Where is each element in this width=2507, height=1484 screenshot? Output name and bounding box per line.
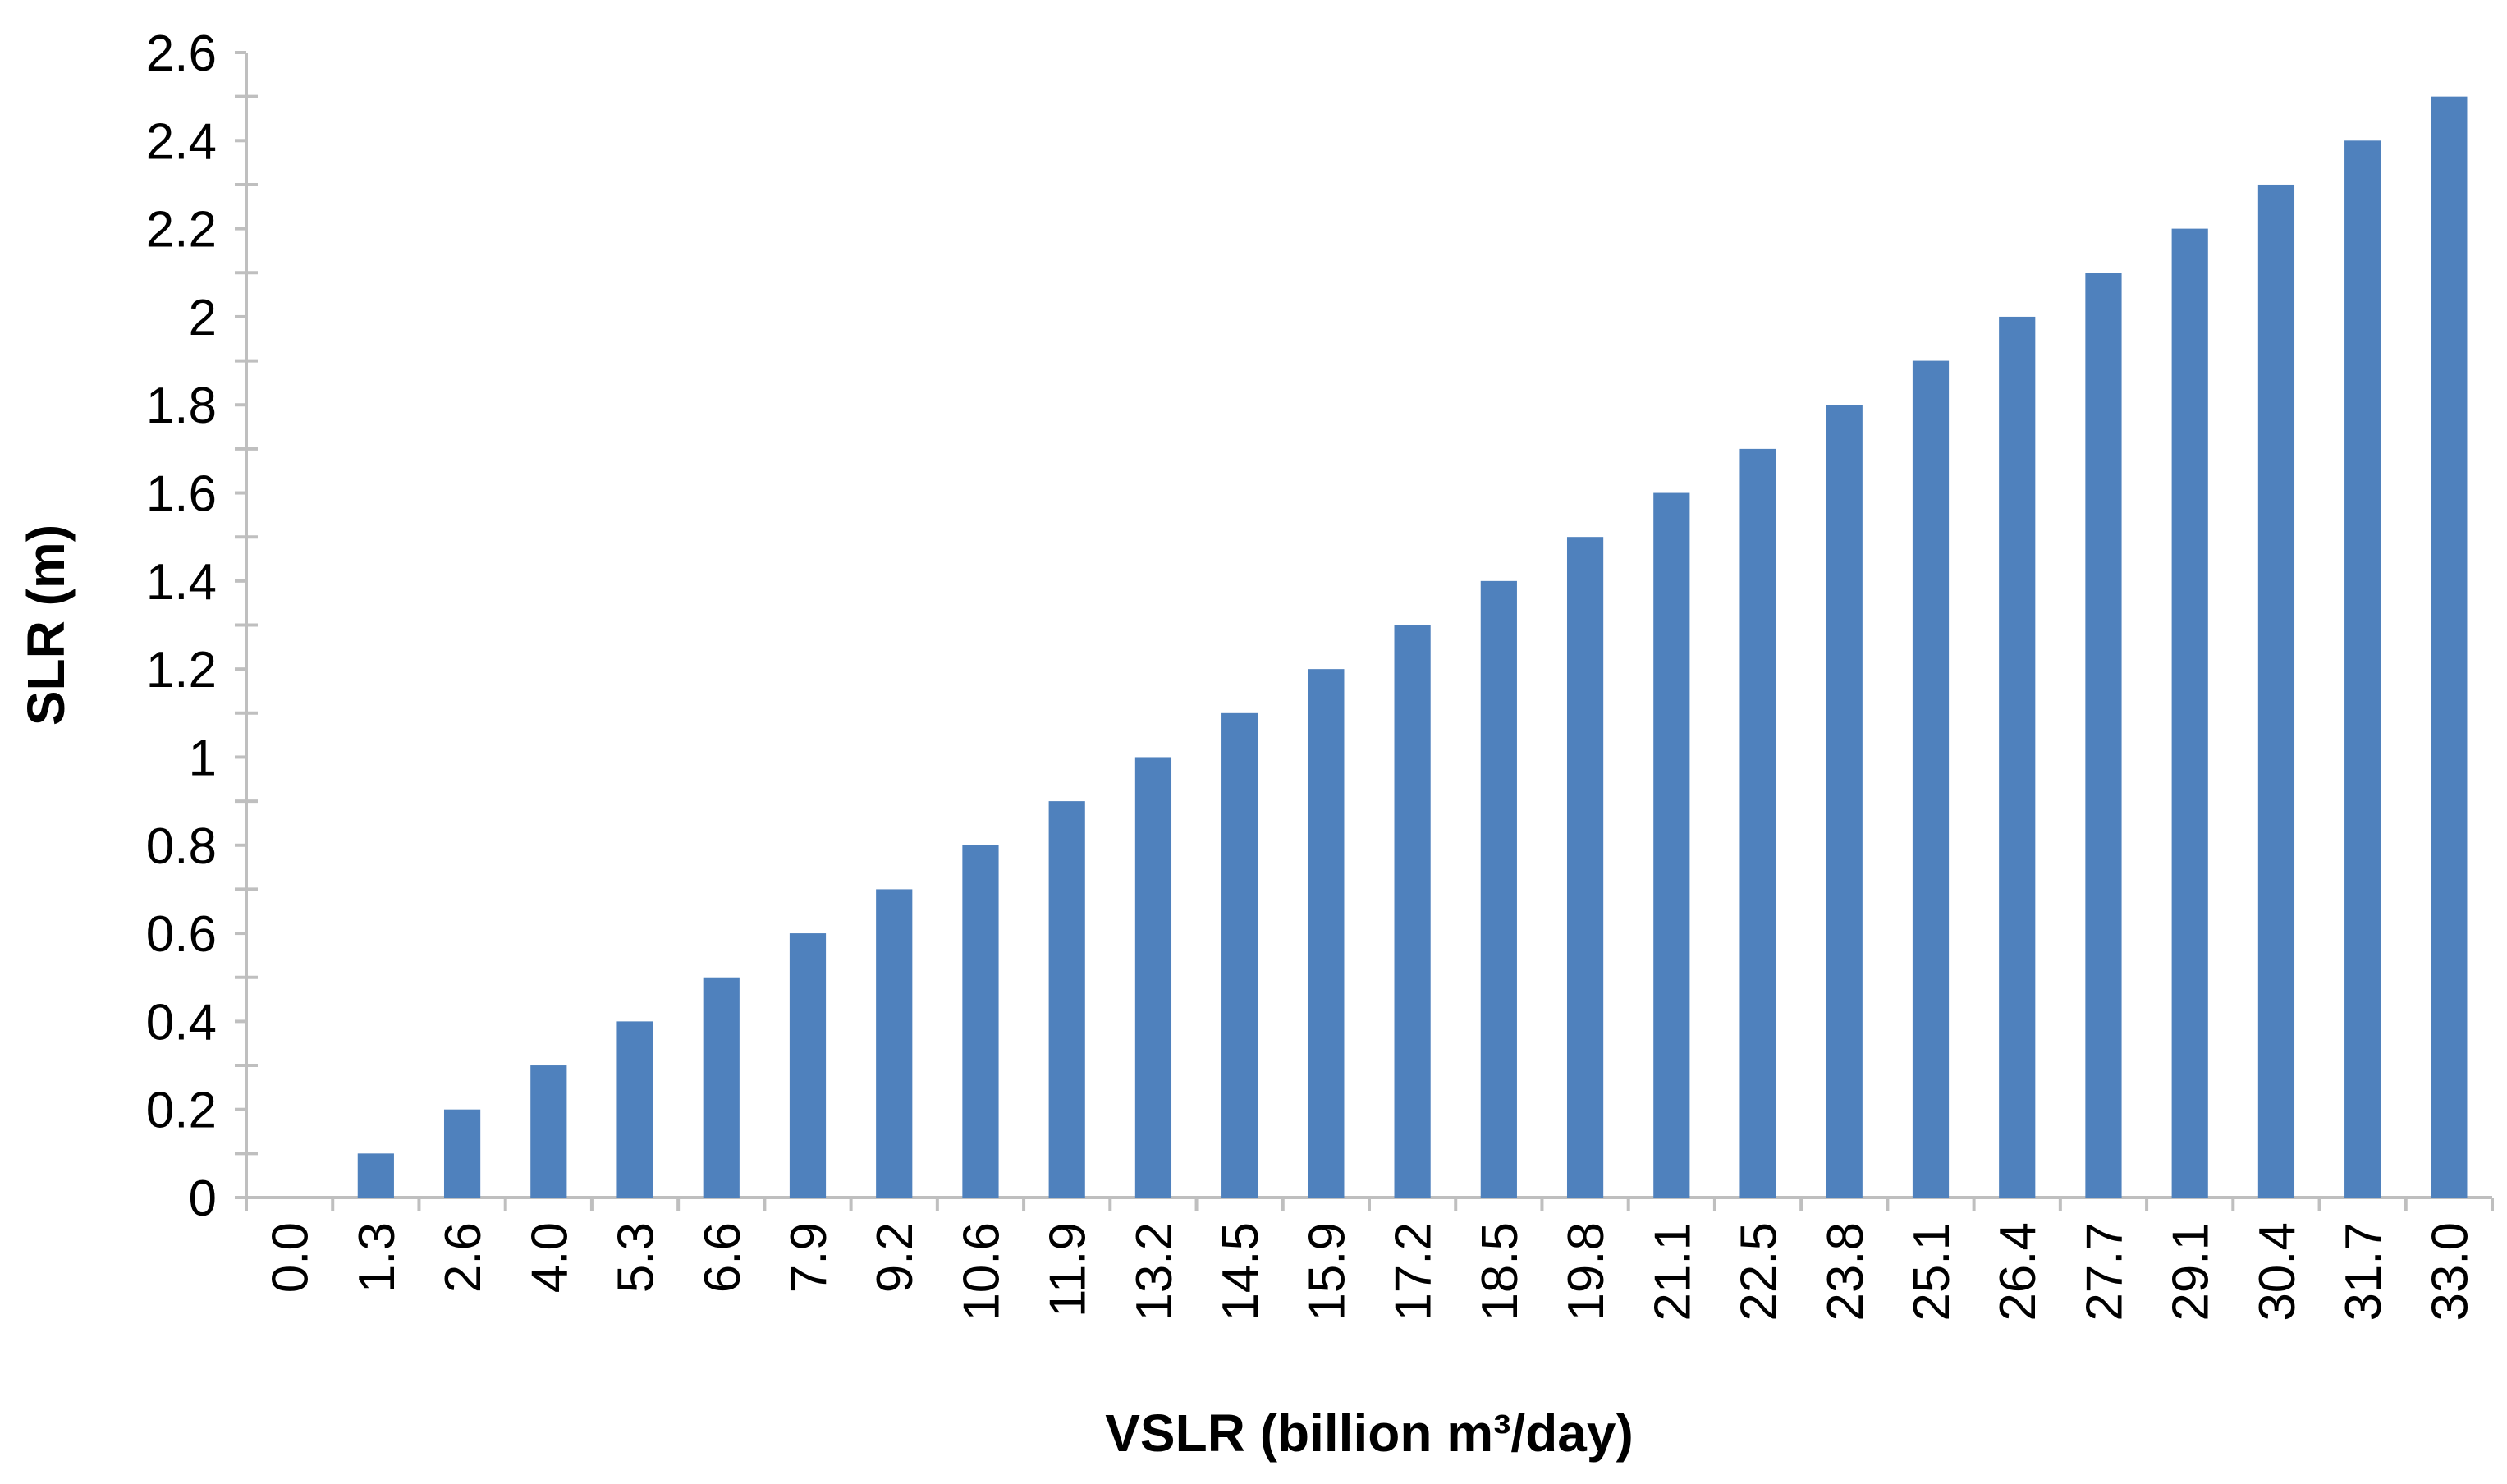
bar-14.5 [1221, 712, 1258, 1198]
x-tick-label: 1.3 [349, 1222, 406, 1293]
x-tick-label: 17.2 [1386, 1222, 1442, 1321]
bar-11.9 [1048, 801, 1085, 1198]
x-tick-labels: 0.0 1.3 2.6 4.0 5.3 6.6 7.9 9.2 10.6 11.9 13.2 14.5… [263, 1222, 2479, 1321]
x-tick-label: 0.0 [263, 1222, 319, 1293]
bar-7.9 [789, 933, 827, 1198]
x-tick-label: 22.5 [1731, 1222, 1788, 1321]
bar-10.6 [962, 845, 999, 1198]
y-tick-label: 0.4 [146, 994, 217, 1051]
y-tick-labels: 0 0.2 0.4 0.6 0.8 1 1.2 1.4 1.6 1.8 2 2.2 2.4 2.6 [146, 25, 217, 1227]
y-axis-title: SLR (m) [16, 524, 76, 726]
x-tick-label: 31.7 [2335, 1222, 2392, 1321]
x-tick-label: 6.6 [694, 1222, 751, 1293]
bar-13.2 [1134, 757, 1172, 1198]
x-tick-label: 14.5 [1212, 1222, 1269, 1321]
x-tick-label: 5.3 [608, 1222, 665, 1293]
bar-18.5 [1480, 580, 1517, 1198]
bar-31.7 [2344, 140, 2381, 1198]
x-tick-label: 29.1 [2163, 1222, 2220, 1321]
bar-29.1 [2171, 228, 2208, 1198]
bar-21.1 [1653, 492, 1690, 1198]
bar-23.8 [1826, 405, 1863, 1198]
x-tick-label: 23.8 [1817, 1222, 1874, 1321]
x-tick-label: 7.9 [781, 1222, 837, 1293]
x-tick-label: 2.6 [435, 1222, 492, 1293]
bar-19.8 [1566, 537, 1604, 1198]
x-tick-label: 10.6 [953, 1222, 1010, 1321]
x-tick-label: 4.0 [521, 1222, 578, 1293]
bar-1.3 [357, 1153, 394, 1198]
y-tick-label: 1.2 [146, 642, 217, 698]
y-tick-label: 1.4 [146, 554, 217, 611]
y-tick-label: 2 [189, 290, 217, 346]
y-tick-label: 0.8 [146, 818, 217, 875]
y-tick-label: 2.6 [146, 25, 217, 82]
bar-4.0 [530, 1065, 567, 1198]
bar-2.6 [443, 1109, 481, 1198]
y-tick-label: 1 [189, 730, 217, 786]
bar-5.3 [616, 1021, 653, 1198]
x-tick-label: 9.2 [867, 1222, 924, 1293]
bar-22.5 [1739, 448, 1776, 1198]
x-tick-label: 21.1 [1644, 1222, 1701, 1321]
bars [357, 96, 2468, 1198]
bar-17.2 [1394, 625, 1431, 1198]
y-tick-label: 0 [189, 1170, 217, 1227]
bar-9.2 [876, 889, 913, 1198]
bar-26.4 [1999, 316, 2036, 1198]
x-tick-label: 30.4 [2249, 1222, 2306, 1321]
x-axis-title: VSLR (billion m³/day) [1105, 1404, 1634, 1463]
x-tick-label: 18.5 [1472, 1222, 1528, 1321]
y-tick-label: 0.2 [146, 1083, 217, 1139]
y-tick-label: 1.8 [146, 378, 217, 434]
bar-27.7 [2085, 273, 2122, 1198]
x-tick-label: 15.9 [1299, 1222, 1355, 1321]
y-tick-label: 2.2 [146, 202, 217, 259]
x-tick-label: 27.7 [2076, 1222, 2133, 1321]
axes [235, 51, 2494, 1211]
x-tick-label: 26.4 [1990, 1222, 2046, 1321]
x-tick-label: 11.9 [1040, 1222, 1097, 1317]
bar-30.4 [2257, 184, 2295, 1198]
x-tick-label: 33.0 [2422, 1222, 2478, 1321]
bar-25.1 [1912, 360, 1950, 1198]
y-tick-label: 2.4 [146, 113, 217, 170]
x-tick-label: 13.2 [1126, 1222, 1183, 1321]
y-tick-label: 0.6 [146, 906, 217, 963]
bar-6.6 [703, 977, 740, 1198]
bar-33.0 [2431, 96, 2468, 1198]
x-tick-label: 25.1 [1904, 1222, 1960, 1321]
bar-15.9 [1308, 669, 1345, 1198]
x-tick-label: 19.8 [1558, 1222, 1615, 1321]
y-tick-label: 1.6 [146, 466, 217, 523]
